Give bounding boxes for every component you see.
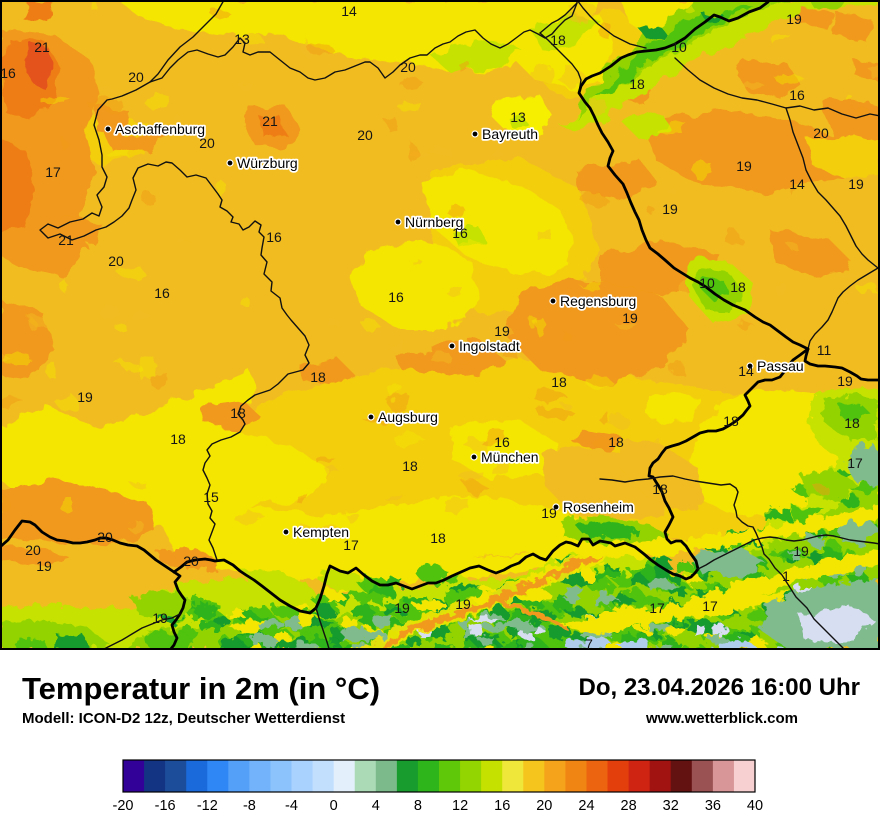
svg-text:14: 14 bbox=[341, 3, 357, 19]
svg-text:19: 19 bbox=[786, 11, 802, 27]
svg-text:Regensburg: Regensburg bbox=[560, 293, 636, 309]
svg-text:18: 18 bbox=[723, 413, 739, 429]
svg-text:12: 12 bbox=[452, 798, 468, 814]
svg-text:13: 13 bbox=[510, 109, 526, 125]
svg-text:19: 19 bbox=[848, 176, 864, 192]
svg-text:16: 16 bbox=[0, 65, 16, 81]
svg-text:Passau: Passau bbox=[757, 358, 804, 374]
svg-text:München: München bbox=[481, 449, 539, 465]
svg-text:13: 13 bbox=[234, 31, 250, 47]
svg-text:36: 36 bbox=[705, 798, 721, 814]
svg-text:19: 19 bbox=[662, 201, 678, 217]
svg-text:19: 19 bbox=[622, 310, 638, 326]
svg-text:16: 16 bbox=[494, 798, 510, 814]
svg-text:19: 19 bbox=[736, 158, 752, 174]
svg-text:20: 20 bbox=[536, 798, 552, 814]
svg-text:19: 19 bbox=[36, 558, 52, 574]
svg-text:16: 16 bbox=[452, 225, 468, 241]
svg-text:18: 18 bbox=[550, 32, 566, 48]
svg-text:0: 0 bbox=[330, 798, 338, 814]
svg-text:14: 14 bbox=[789, 176, 805, 192]
svg-text:20: 20 bbox=[199, 135, 215, 151]
svg-text:19: 19 bbox=[837, 373, 853, 389]
svg-text:20: 20 bbox=[813, 125, 829, 141]
svg-text:18: 18 bbox=[430, 530, 446, 546]
svg-text:20: 20 bbox=[183, 553, 199, 569]
svg-text:17: 17 bbox=[45, 164, 61, 180]
svg-text:21: 21 bbox=[34, 39, 50, 55]
svg-text:18: 18 bbox=[230, 405, 246, 421]
svg-text:19: 19 bbox=[494, 323, 510, 339]
svg-text:-16: -16 bbox=[155, 798, 176, 814]
svg-text:-4: -4 bbox=[285, 798, 298, 814]
svg-text:-20: -20 bbox=[113, 798, 134, 814]
svg-text:Würzburg: Würzburg bbox=[237, 155, 298, 171]
svg-text:-8: -8 bbox=[243, 798, 256, 814]
svg-text:20: 20 bbox=[128, 69, 144, 85]
svg-text:18: 18 bbox=[310, 369, 326, 385]
svg-text:17: 17 bbox=[702, 598, 718, 614]
svg-text:Nürnberg: Nürnberg bbox=[405, 214, 463, 230]
svg-text:Aschaffenburg: Aschaffenburg bbox=[115, 121, 205, 137]
svg-text:Ingolstadt: Ingolstadt bbox=[459, 338, 520, 354]
svg-text:10: 10 bbox=[699, 275, 715, 291]
svg-text:10: 10 bbox=[671, 39, 687, 55]
svg-text:4: 4 bbox=[372, 798, 380, 814]
svg-text:18: 18 bbox=[844, 415, 860, 431]
svg-text:19: 19 bbox=[77, 389, 93, 405]
svg-text:18: 18 bbox=[629, 76, 645, 92]
svg-text:16: 16 bbox=[494, 434, 510, 450]
svg-text:18: 18 bbox=[730, 279, 746, 295]
svg-text:28: 28 bbox=[621, 798, 637, 814]
svg-text:19: 19 bbox=[394, 600, 410, 616]
svg-text:Kempten: Kempten bbox=[293, 524, 349, 540]
svg-text:14: 14 bbox=[738, 363, 754, 379]
svg-text:20: 20 bbox=[400, 59, 416, 75]
svg-text:19: 19 bbox=[455, 596, 471, 612]
svg-text:-12: -12 bbox=[197, 798, 218, 814]
svg-text:16: 16 bbox=[789, 87, 805, 103]
svg-text:11: 11 bbox=[817, 342, 832, 358]
svg-text:20: 20 bbox=[97, 529, 113, 545]
svg-text:19: 19 bbox=[541, 505, 557, 521]
svg-text:21: 21 bbox=[58, 232, 74, 248]
svg-text:18: 18 bbox=[402, 458, 418, 474]
svg-text:19: 19 bbox=[152, 610, 168, 626]
svg-text:1: 1 bbox=[782, 568, 790, 584]
svg-text:Augsburg: Augsburg bbox=[378, 409, 438, 425]
svg-text:7: 7 bbox=[585, 636, 593, 650]
svg-text:16: 16 bbox=[154, 285, 170, 301]
svg-text:40: 40 bbox=[747, 798, 763, 814]
svg-text:32: 32 bbox=[663, 798, 679, 814]
svg-text:15: 15 bbox=[203, 489, 219, 505]
svg-text:19: 19 bbox=[793, 543, 809, 559]
svg-text:18: 18 bbox=[551, 374, 567, 390]
svg-text:16: 16 bbox=[388, 289, 404, 305]
svg-text:17: 17 bbox=[649, 600, 665, 616]
svg-text:20: 20 bbox=[25, 542, 41, 558]
svg-text:8: 8 bbox=[414, 798, 422, 814]
svg-text:17: 17 bbox=[343, 537, 359, 553]
svg-text:16: 16 bbox=[266, 229, 282, 245]
svg-text:21: 21 bbox=[262, 113, 278, 129]
svg-text:24: 24 bbox=[578, 798, 594, 814]
svg-text:20: 20 bbox=[108, 253, 124, 269]
svg-text:18: 18 bbox=[170, 431, 186, 447]
svg-text:18: 18 bbox=[652, 481, 668, 497]
svg-text:17: 17 bbox=[847, 455, 863, 471]
svg-text:18: 18 bbox=[608, 434, 624, 450]
svg-text:Rosenheim: Rosenheim bbox=[563, 499, 634, 515]
svg-text:20: 20 bbox=[357, 127, 373, 143]
svg-text:Bayreuth: Bayreuth bbox=[482, 126, 538, 142]
